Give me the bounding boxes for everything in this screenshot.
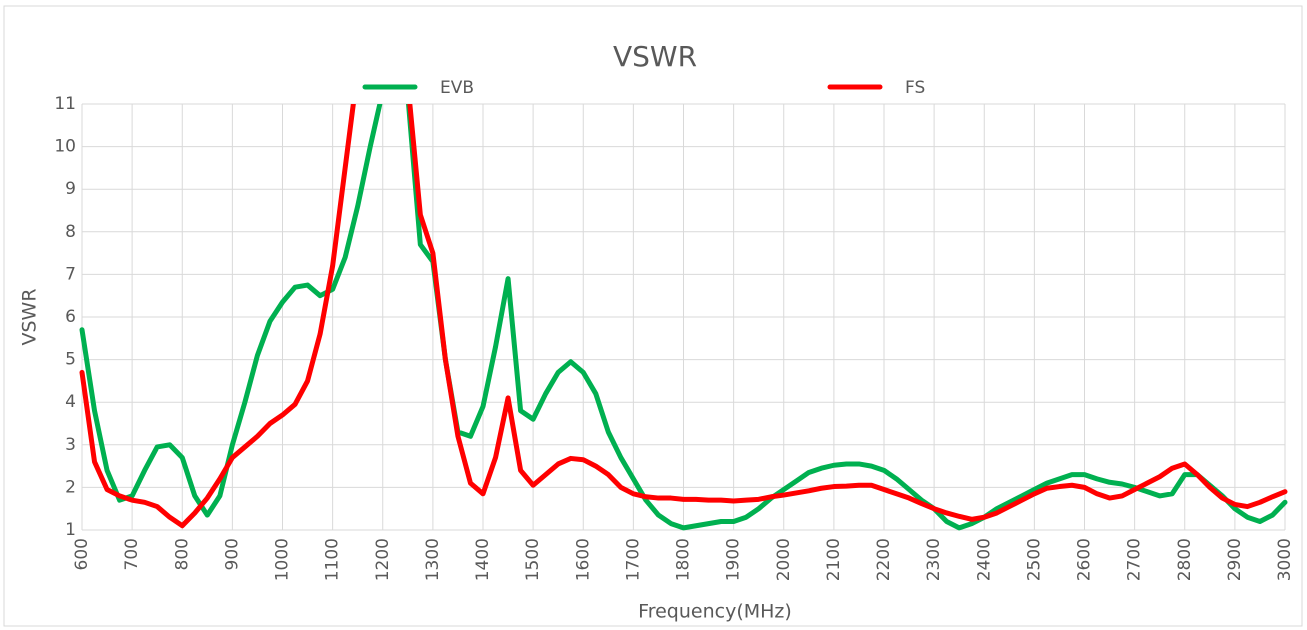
y-tick-label: 6 [65, 307, 76, 327]
x-tick-label: 1600 [573, 538, 593, 581]
y-tick-label: 3 [65, 435, 76, 455]
x-tick-label: 900 [222, 538, 242, 570]
y-axis-label: VSWR [19, 288, 41, 345]
y-tick-label: 8 [65, 222, 76, 242]
legend-label: FS [905, 78, 925, 98]
y-tick-label: 11 [54, 94, 76, 114]
x-tick-label: 1800 [674, 538, 694, 581]
y-tick-label: 4 [65, 392, 76, 412]
y-tick-label: 7 [65, 264, 76, 284]
y-tick-label: 9 [65, 179, 76, 199]
chart-title: VSWR [613, 40, 697, 73]
y-tick-label: 1 [65, 520, 76, 540]
x-tick-label: 3000 [1275, 538, 1295, 581]
x-tick-label: 1500 [523, 538, 543, 581]
plot-area [79, 104, 1288, 531]
x-tick-label: 700 [122, 538, 142, 570]
x-tick-label: 1100 [323, 538, 343, 581]
x-tick-label: 2900 [1225, 538, 1245, 581]
line-series [79, 104, 1288, 531]
legend-label: EVB [440, 78, 474, 98]
x-tick-label: 800 [172, 538, 192, 570]
x-tick-label: 2500 [1024, 538, 1044, 581]
x-tick-label: 600 [72, 538, 92, 570]
y-tick-label: 5 [65, 350, 76, 370]
x-tick-label: 2600 [1075, 538, 1095, 581]
x-axis-label: Frequency(MHz) [638, 601, 792, 623]
x-tick-label: 2700 [1125, 538, 1145, 581]
x-tick-label: 2200 [874, 538, 894, 581]
chart-border [3, 5, 1303, 627]
x-tick-label: 2800 [1175, 538, 1195, 581]
x-tick-label: 2400 [974, 538, 994, 581]
y-tick-label: 10 [54, 137, 76, 157]
x-tick-label: 2100 [824, 538, 844, 581]
x-tick-label: 2000 [774, 538, 794, 581]
x-tick-label: 1200 [373, 538, 393, 581]
x-tick-label: 1300 [423, 538, 443, 581]
x-tick-label: 1700 [623, 538, 643, 581]
x-tick-label: 1400 [473, 538, 493, 581]
x-tick-label: 1000 [273, 538, 293, 581]
x-tick-label: 2300 [924, 538, 944, 581]
line-series [79, 104, 1288, 529]
x-tick-label: 1900 [724, 538, 744, 581]
y-tick-label: 2 [65, 477, 76, 497]
